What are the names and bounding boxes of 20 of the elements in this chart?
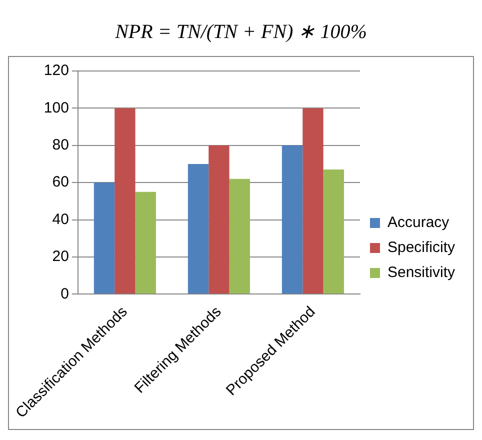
bar (323, 170, 344, 294)
y-tick-label: 20 (52, 248, 69, 266)
bar (282, 145, 303, 294)
bar (94, 182, 115, 294)
text: NPR = TN/(TN + FN) ∗ 100% (114, 20, 368, 45)
bar (208, 145, 230, 294)
bar (135, 192, 156, 294)
legend-label: Specificity (387, 239, 456, 256)
y-tick-label: 0 (60, 285, 69, 302)
legend-label: Sensitivity (387, 264, 456, 282)
y-tick-label: 120 (44, 62, 69, 80)
y-tick-label: 40 (52, 210, 69, 228)
y-tick-label: 60 (52, 174, 69, 191)
bar (114, 108, 136, 294)
bar (302, 108, 324, 294)
bar (229, 178, 250, 294)
legend-label: Accuracy (387, 214, 450, 232)
y-tick-label: 80 (52, 136, 69, 154)
y-tick-label: 100 (44, 99, 69, 116)
bar (188, 164, 209, 294)
